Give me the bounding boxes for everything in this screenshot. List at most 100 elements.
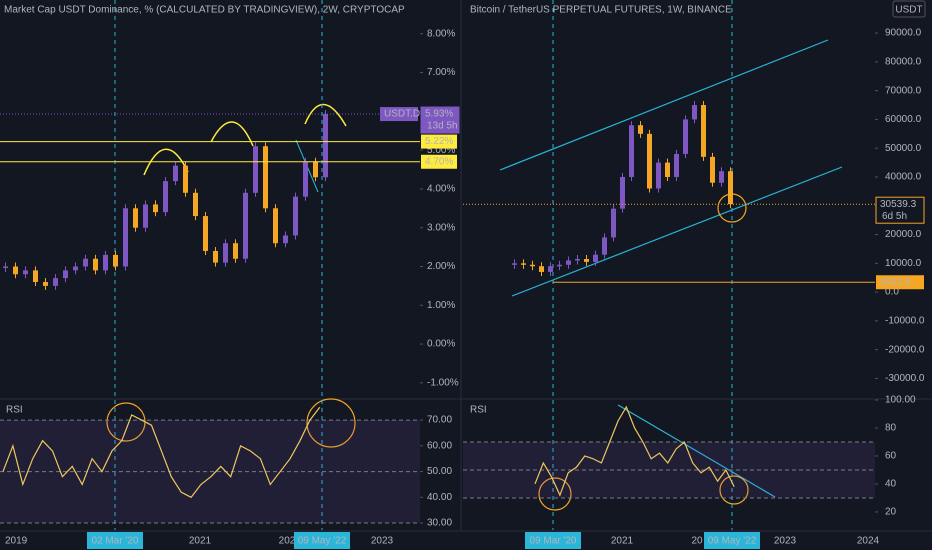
candle — [113, 254, 118, 267]
candle — [611, 208, 616, 238]
candle — [293, 196, 298, 236]
candle — [263, 146, 268, 209]
candle — [602, 237, 607, 255]
last-label: 30539.3 — [880, 199, 917, 210]
rsi-line — [534, 405, 735, 497]
countdown: 13d 5h — [427, 121, 458, 132]
candle — [701, 105, 706, 157]
x-tick-label: 202 — [279, 536, 296, 547]
candle — [133, 208, 138, 228]
y-tick-label: 30.00 — [427, 518, 452, 529]
x-tick-label: 2019 — [5, 536, 28, 547]
candle — [548, 266, 553, 272]
y-tick-label: 8.00% — [427, 28, 455, 39]
chart-title: Market Cap USDT Dominance, % (CALCULATED… — [4, 5, 405, 16]
level-badge — [421, 154, 457, 169]
candle — [193, 192, 198, 217]
candle — [83, 258, 88, 267]
candle — [123, 208, 128, 267]
y-tick-label: 80000.0 — [885, 57, 922, 68]
candle — [213, 250, 218, 263]
x-tick-label: 2024 — [857, 536, 880, 547]
x-tick-label: 02 Mar '20 — [92, 536, 139, 547]
candle — [53, 278, 58, 286]
x-tick-label: 09 May '22 — [298, 536, 347, 547]
rsi-line — [2, 406, 321, 499]
level-label: 3422.6 — [880, 277, 911, 288]
y-tick-label: 50000.0 — [885, 143, 922, 154]
candle — [3, 266, 8, 268]
last-badge — [420, 106, 460, 134]
countdown: 6d 5h — [882, 211, 907, 222]
x-tick-label: 09 Mar '20 — [530, 536, 577, 547]
candle — [303, 161, 308, 197]
candle — [13, 266, 18, 275]
level-label: 5.22% — [425, 136, 453, 147]
candle — [539, 266, 544, 272]
y-tick-label: 60.00 — [427, 440, 452, 451]
candle — [521, 263, 526, 265]
y-tick-label: 3.00% — [427, 222, 455, 233]
y-tick-label: 70000.0 — [885, 85, 922, 96]
y-tick-label: 40 — [885, 479, 897, 490]
candle — [103, 254, 108, 271]
chart-title: Bitcoin / TetherUS PERPETUAL FUTURES, 1W… — [470, 5, 732, 16]
candle — [530, 264, 535, 267]
y-tick-label: 70.00 — [427, 415, 452, 426]
candle — [692, 105, 697, 120]
candle — [253, 146, 258, 193]
candle — [584, 259, 589, 262]
y-tick-label: 20000.0 — [885, 229, 922, 240]
candle — [719, 171, 724, 183]
y-tick-label: 100.00 — [885, 395, 916, 406]
y-tick-label: 0.00% — [427, 339, 455, 350]
candle — [173, 165, 178, 182]
candle — [512, 263, 517, 265]
indicator-title: RSI — [6, 405, 23, 416]
x-tick-label: 2021 — [611, 536, 634, 547]
x-tick-label: 2023 — [774, 536, 797, 547]
currency-badge — [892, 0, 926, 18]
candle — [313, 161, 318, 178]
candle — [710, 156, 715, 183]
y-tick-label: 40.00 — [427, 492, 452, 503]
y-tick-label: 1.00% — [427, 300, 455, 311]
time-badge — [704, 532, 760, 549]
candle — [203, 216, 208, 251]
candle — [73, 266, 78, 271]
candle — [557, 264, 562, 267]
candle — [638, 125, 643, 134]
y-tick-label: 0.0 — [885, 287, 899, 298]
y-tick-label: 4.00% — [427, 184, 455, 195]
candle — [93, 258, 98, 271]
level-badge — [421, 134, 457, 149]
candle — [566, 260, 571, 265]
candle — [243, 192, 248, 259]
x-tick-label: 2023 — [371, 536, 394, 547]
level-label: 4.70% — [425, 156, 453, 167]
candle — [273, 208, 278, 244]
time-badge — [525, 532, 581, 549]
candle — [43, 282, 48, 286]
y-tick-label: 10000.0 — [885, 258, 922, 269]
candle — [647, 133, 652, 189]
indicator-title: RSI — [470, 405, 487, 416]
series-badge — [380, 107, 418, 122]
level-badge — [876, 275, 924, 290]
currency-label: USDT — [895, 5, 922, 16]
y-tick-label: 80 — [885, 423, 897, 434]
time-badge — [87, 532, 143, 549]
candle — [23, 270, 28, 275]
last-badge — [875, 196, 925, 224]
candle — [223, 243, 228, 263]
x-tick-label: 20 — [691, 536, 703, 547]
candle — [656, 162, 661, 189]
candle — [143, 204, 148, 228]
y-tick-label: 60000.0 — [885, 114, 922, 125]
candle — [163, 181, 168, 213]
y-tick-label: 50.00 — [427, 466, 452, 477]
candle — [233, 243, 238, 259]
x-tick-label: 09 May '22 — [708, 536, 757, 547]
